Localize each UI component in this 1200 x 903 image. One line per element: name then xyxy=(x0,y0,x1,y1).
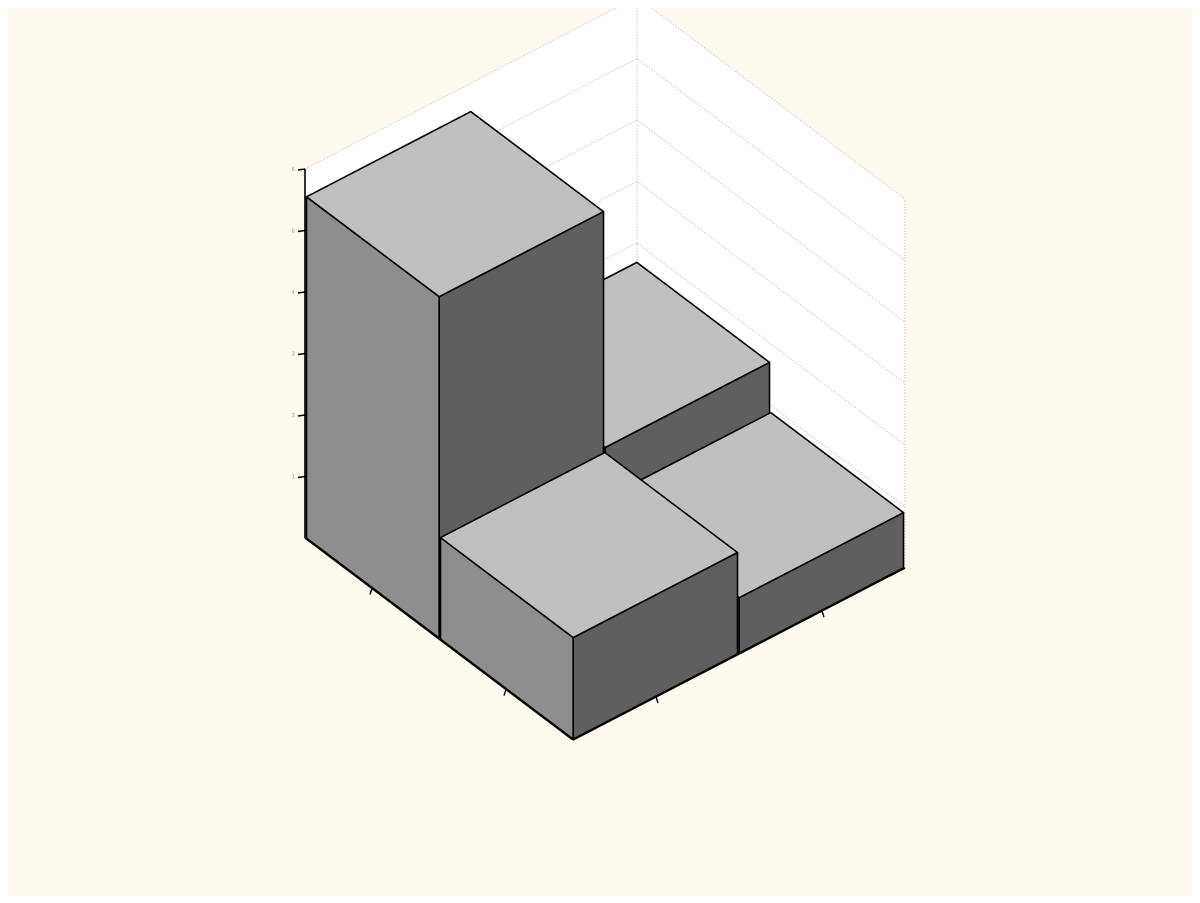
gridline xyxy=(636,304,906,507)
gridline xyxy=(636,119,906,323)
x-tick xyxy=(655,696,659,704)
chart-frame: 1 2 3 4 5 6 xyxy=(8,8,1192,895)
gridline xyxy=(636,242,906,446)
bar-top-face xyxy=(305,110,605,298)
bar xyxy=(439,451,739,740)
x-tick xyxy=(821,610,825,618)
z-tick xyxy=(297,352,306,356)
z-tick xyxy=(297,229,306,233)
gridline xyxy=(304,8,617,170)
z-tick xyxy=(297,168,306,171)
bar-chart-3d: 1 2 3 4 5 6 xyxy=(292,8,906,741)
y-tick xyxy=(369,588,373,595)
bar-top-face xyxy=(439,451,739,639)
axis-labels: 1 2 3 4 5 6 xyxy=(292,167,295,481)
gridline xyxy=(651,8,906,200)
y-axis-line xyxy=(304,537,574,741)
gridline xyxy=(636,181,906,384)
z-tick xyxy=(297,291,306,294)
gridline xyxy=(636,58,906,261)
z-tick xyxy=(297,414,306,417)
z-tick-label: 3 xyxy=(292,352,295,358)
z-tick-label: 4 xyxy=(292,290,295,296)
axis-ticks xyxy=(297,168,825,704)
z-tick-label: 2 xyxy=(292,413,295,419)
z-tick-label: 6 xyxy=(292,167,295,173)
y-tick xyxy=(503,689,507,696)
bars xyxy=(305,110,905,740)
z-tick-label: 5 xyxy=(292,229,295,235)
back-wall-right xyxy=(637,8,905,568)
z-tick-label: 1 xyxy=(292,475,295,481)
z-tick xyxy=(297,475,306,479)
